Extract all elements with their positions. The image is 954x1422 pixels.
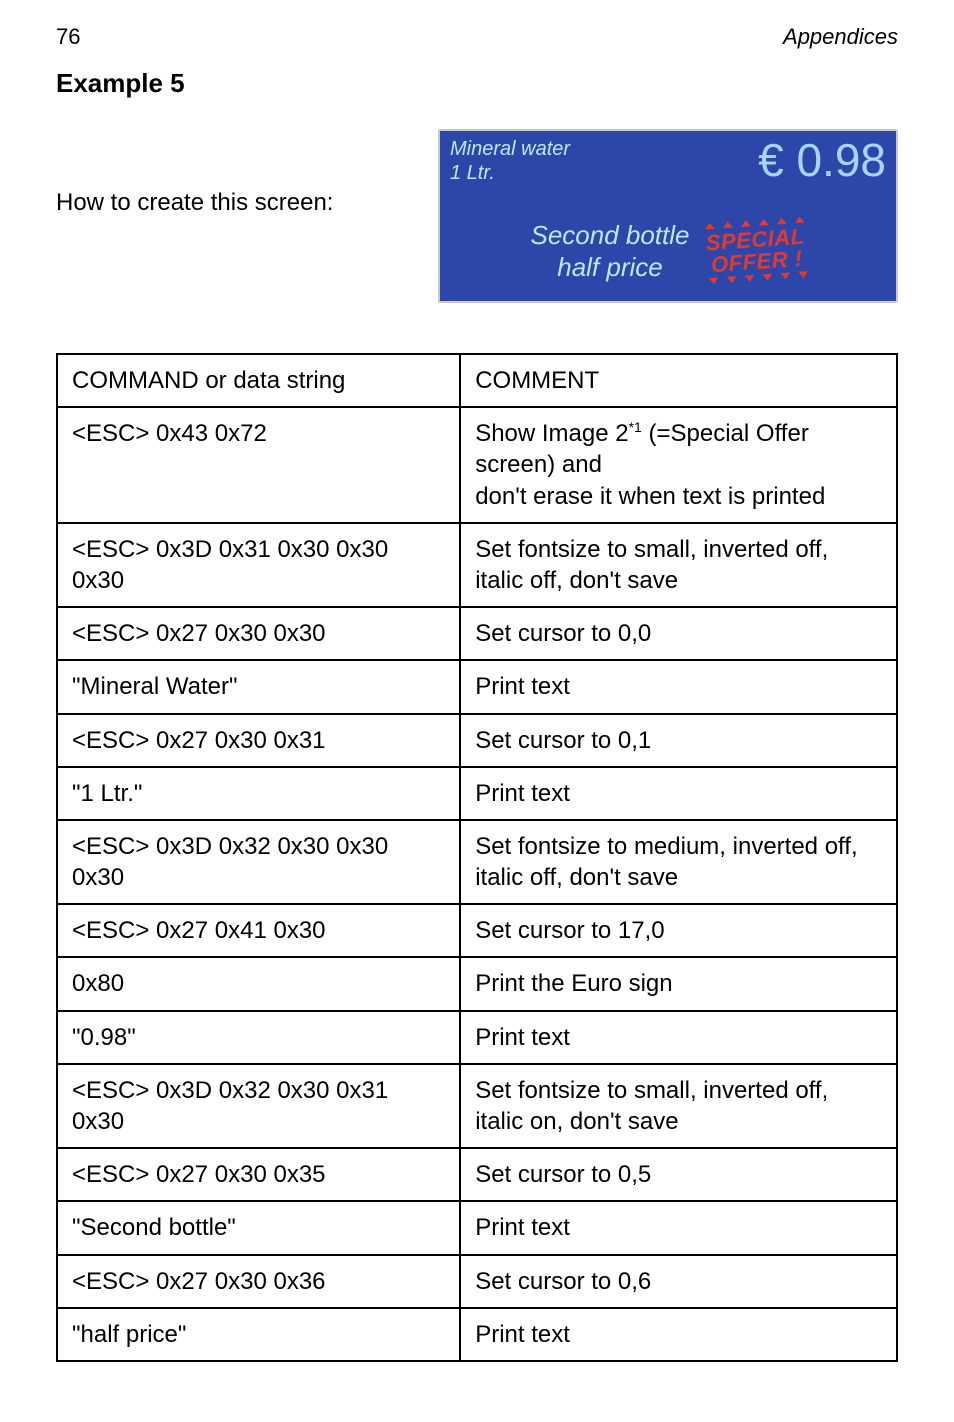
screen-bottom-row: Second bottle half price ▲▲▲▲▲▲ SPECIAL …	[440, 201, 896, 301]
comment-cell: Print text	[460, 1011, 897, 1064]
comment-cell: Set cursor to 0,0	[460, 607, 897, 660]
screen-product-label: Mineral water 1 Ltr.	[450, 137, 570, 185]
comment-cell: Set cursor to 0,1	[460, 714, 897, 767]
screen-preview: Mineral water 1 Ltr. € 0.98 Second bottl…	[438, 129, 898, 303]
comment-cell: Print text	[460, 1201, 897, 1254]
table-row: <ESC> 0x43 0x72Show Image 2*1 (=Special …	[57, 407, 897, 523]
command-cell: <ESC> 0x43 0x72	[57, 407, 460, 523]
screen-line2: 1 Ltr.	[450, 162, 495, 184]
command-cell: "0.98"	[57, 1011, 460, 1064]
screen-promo-text: Second bottle half price	[530, 219, 689, 284]
comment-cell: Print text	[460, 1308, 897, 1361]
table-row: <ESC> 0x3D 0x32 0x30 0x31 0x30Set fontsi…	[57, 1064, 897, 1148]
table-row: 0x80Print the Euro sign	[57, 957, 897, 1010]
table-row: "Mineral Water"Print text	[57, 660, 897, 713]
command-cell: 0x80	[57, 957, 460, 1010]
command-cell: <ESC> 0x27 0x41 0x30	[57, 904, 460, 957]
command-cell: "Mineral Water"	[57, 660, 460, 713]
command-cell: <ESC> 0x3D 0x32 0x30 0x30 0x30	[57, 820, 460, 904]
table-row: "half price"Print text	[57, 1308, 897, 1361]
table-header-right: COMMENT	[460, 354, 897, 407]
command-cell: <ESC> 0x3D 0x31 0x30 0x30 0x30	[57, 523, 460, 607]
screen-promo-line2: half price	[557, 252, 663, 282]
command-cell: <ESC> 0x27 0x30 0x31	[57, 714, 460, 767]
comment-cell: Print text	[460, 767, 897, 820]
how-to-text: How to create this screen:	[56, 189, 333, 217]
comment-cell: Print text	[460, 660, 897, 713]
screen-top-row: Mineral water 1 Ltr. € 0.98	[440, 131, 896, 201]
table-row: <ESC> 0x3D 0x31 0x30 0x30 0x30Set fontsi…	[57, 523, 897, 607]
comment-cell: Show Image 2*1 (=Special Offer screen) a…	[460, 407, 897, 523]
command-table: COMMAND or data string COMMENT <ESC> 0x4…	[56, 353, 898, 1362]
table-row: <ESC> 0x3D 0x32 0x30 0x30 0x30Set fontsi…	[57, 820, 897, 904]
command-cell: "half price"	[57, 1308, 460, 1361]
command-cell: "Second bottle"	[57, 1201, 460, 1254]
comment-cell: Set fontsize to small, inverted off, ita…	[460, 523, 897, 607]
page-number: 76	[56, 24, 80, 50]
command-cell: <ESC> 0x3D 0x32 0x30 0x31 0x30	[57, 1064, 460, 1148]
command-cell: <ESC> 0x27 0x30 0x35	[57, 1148, 460, 1201]
section-label: Appendices	[783, 24, 898, 50]
command-cell: <ESC> 0x27 0x30 0x36	[57, 1255, 460, 1308]
comment-cell: Set cursor to 17,0	[460, 904, 897, 957]
example-title: Example 5	[56, 68, 898, 99]
comment-cell: Set fontsize to medium, inverted off, it…	[460, 820, 897, 904]
comment-cell: Set fontsize to small, inverted off, ita…	[460, 1064, 897, 1148]
screen-line1: Mineral water	[450, 138, 570, 160]
table-row: "Second bottle"Print text	[57, 1201, 897, 1254]
table-row: <ESC> 0x27 0x30 0x31Set cursor to 0,1	[57, 714, 897, 767]
table-row: <ESC> 0x27 0x41 0x30Set cursor to 17,0	[57, 904, 897, 957]
table-header-row: COMMAND or data string COMMENT	[57, 354, 897, 407]
table-row: <ESC> 0x27 0x30 0x30Set cursor to 0,0	[57, 607, 897, 660]
comment-cell: Set cursor to 0,5	[460, 1148, 897, 1201]
command-cell: <ESC> 0x27 0x30 0x30	[57, 607, 460, 660]
screen-price: € 0.98	[758, 137, 886, 183]
table-row: "1 Ltr."Print text	[57, 767, 897, 820]
command-cell: "1 Ltr."	[57, 767, 460, 820]
page: 76 Appendices Example 5 How to create th…	[0, 0, 954, 1422]
intro-row: How to create this screen: Mineral water…	[56, 129, 898, 303]
screen-promo-line1: Second bottle	[530, 220, 689, 250]
special-offer-badge: ▲▲▲▲▲▲ SPECIAL OFFER ! ▼▼▼▼▼▼	[703, 212, 808, 291]
table-header-left: COMMAND or data string	[57, 354, 460, 407]
table-row: <ESC> 0x27 0x30 0x35Set cursor to 0,5	[57, 1148, 897, 1201]
page-header: 76 Appendices	[56, 24, 898, 50]
comment-cell: Set cursor to 0,6	[460, 1255, 897, 1308]
table-row: "0.98"Print text	[57, 1011, 897, 1064]
comment-cell: Print the Euro sign	[460, 957, 897, 1010]
table-row: <ESC> 0x27 0x30 0x36Set cursor to 0,6	[57, 1255, 897, 1308]
